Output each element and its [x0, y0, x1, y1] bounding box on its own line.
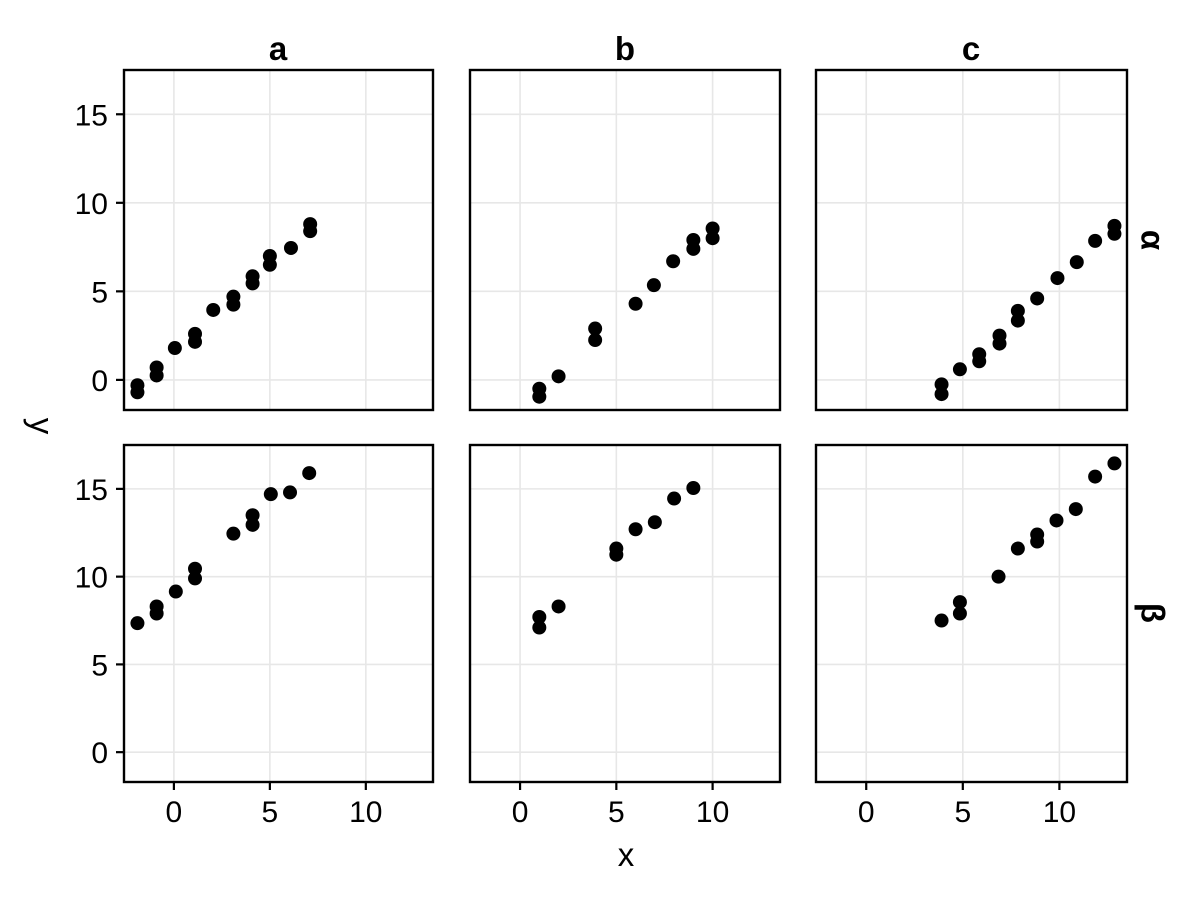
- data-point: [1069, 255, 1084, 270]
- data-point: [206, 302, 221, 317]
- data-point: [551, 369, 566, 384]
- y-tick-label: 0: [91, 737, 108, 770]
- data-point: [705, 221, 720, 236]
- data-point: [588, 321, 603, 336]
- panel-b-beta: 0 5 10: [468, 443, 782, 829]
- y-tick-label: 10: [75, 188, 108, 221]
- x-tick-label: 5: [608, 796, 625, 829]
- data-point: [1030, 291, 1045, 306]
- data-point: [628, 522, 643, 537]
- data-point: [245, 517, 260, 532]
- data-point: [686, 481, 701, 496]
- data-point: [666, 254, 681, 269]
- data-point: [551, 599, 566, 614]
- y-tick-label: 15: [75, 99, 108, 132]
- data-point: [532, 389, 547, 404]
- data-point: [303, 224, 318, 239]
- panel-border: [122, 443, 435, 784]
- y-tick-label: 10: [75, 562, 108, 595]
- data-point: [283, 240, 298, 255]
- data-point: [263, 487, 278, 502]
- y-tick-label: 15: [75, 474, 108, 507]
- data-point: [972, 354, 987, 369]
- panel-border: [814, 68, 1129, 412]
- facet-strip-column-b: b: [614, 30, 636, 67]
- data-point: [1030, 534, 1045, 549]
- data-point: [262, 257, 277, 272]
- x-tick-label: 5: [262, 796, 279, 829]
- data-point: [245, 276, 260, 291]
- panel-a-beta: 0 5 10 0 5 10 15: [75, 443, 435, 829]
- data-point: [1088, 469, 1103, 484]
- x-tick-label: 0: [858, 796, 875, 829]
- data-point: [149, 606, 164, 621]
- x-tick-label: 0: [512, 796, 529, 829]
- data-point: [168, 584, 183, 599]
- data-point: [1010, 303, 1025, 318]
- data-point: [149, 368, 164, 383]
- data-point: [628, 296, 643, 311]
- data-point: [245, 508, 260, 523]
- panel-border: [468, 68, 782, 412]
- data-point: [647, 515, 662, 530]
- data-point: [934, 377, 949, 392]
- data-point: [1010, 541, 1025, 556]
- data-point: [130, 616, 145, 631]
- data-point: [667, 491, 682, 506]
- data-point: [532, 610, 547, 625]
- data-point: [686, 241, 701, 256]
- data-point: [188, 334, 203, 349]
- x-tick-label: 0: [166, 796, 183, 829]
- data-point: [532, 620, 547, 635]
- data-point: [952, 595, 967, 610]
- panel-border: [468, 443, 782, 784]
- x-tick-label: 10: [696, 796, 729, 829]
- data-point: [934, 387, 949, 402]
- data-point: [283, 485, 298, 500]
- x-axis-title: x: [617, 836, 635, 873]
- data-point: [952, 606, 967, 621]
- data-point: [188, 571, 203, 586]
- panel-border: [814, 443, 1129, 784]
- data-point: [588, 333, 603, 348]
- data-point: [609, 547, 624, 562]
- y-tick-label: 5: [91, 276, 108, 309]
- x-tick-label: 10: [1043, 796, 1076, 829]
- panel-b-alpha: [468, 68, 782, 412]
- data-point: [646, 278, 661, 293]
- panel-c-beta: 0 5 10: [814, 443, 1129, 829]
- data-point: [226, 297, 241, 312]
- data-point: [934, 613, 949, 628]
- data-point: [1088, 233, 1103, 248]
- panel-c-alpha: [814, 68, 1129, 412]
- data-point: [1107, 456, 1122, 471]
- y-axis-title: y: [23, 417, 61, 435]
- data-point: [705, 231, 720, 246]
- panel-a-alpha: 0 5 10 15: [75, 68, 435, 412]
- x-tick-label: 10: [349, 796, 382, 829]
- data-point: [302, 466, 317, 481]
- data-point: [991, 569, 1006, 584]
- data-point: [1068, 502, 1083, 517]
- data-point: [167, 341, 182, 356]
- data-point: [1049, 513, 1064, 528]
- x-tick-label: 5: [954, 796, 971, 829]
- y-tick-label: 0: [91, 365, 108, 398]
- panel-border: [122, 68, 435, 412]
- data-point: [1050, 271, 1065, 286]
- data-point: [130, 385, 145, 400]
- facet-strip-column-a: a: [268, 30, 288, 67]
- facet-strip-row-alpha: α: [1134, 229, 1172, 251]
- data-point: [992, 336, 1007, 351]
- facet-strip-column-c: c: [961, 30, 981, 67]
- data-point: [952, 362, 967, 377]
- data-point: [226, 526, 241, 541]
- y-tick-label: 5: [91, 649, 108, 682]
- data-point: [1010, 313, 1025, 328]
- facet-strip-row-beta: β: [1134, 602, 1172, 624]
- data-point: [188, 561, 203, 576]
- data-point: [1107, 226, 1122, 241]
